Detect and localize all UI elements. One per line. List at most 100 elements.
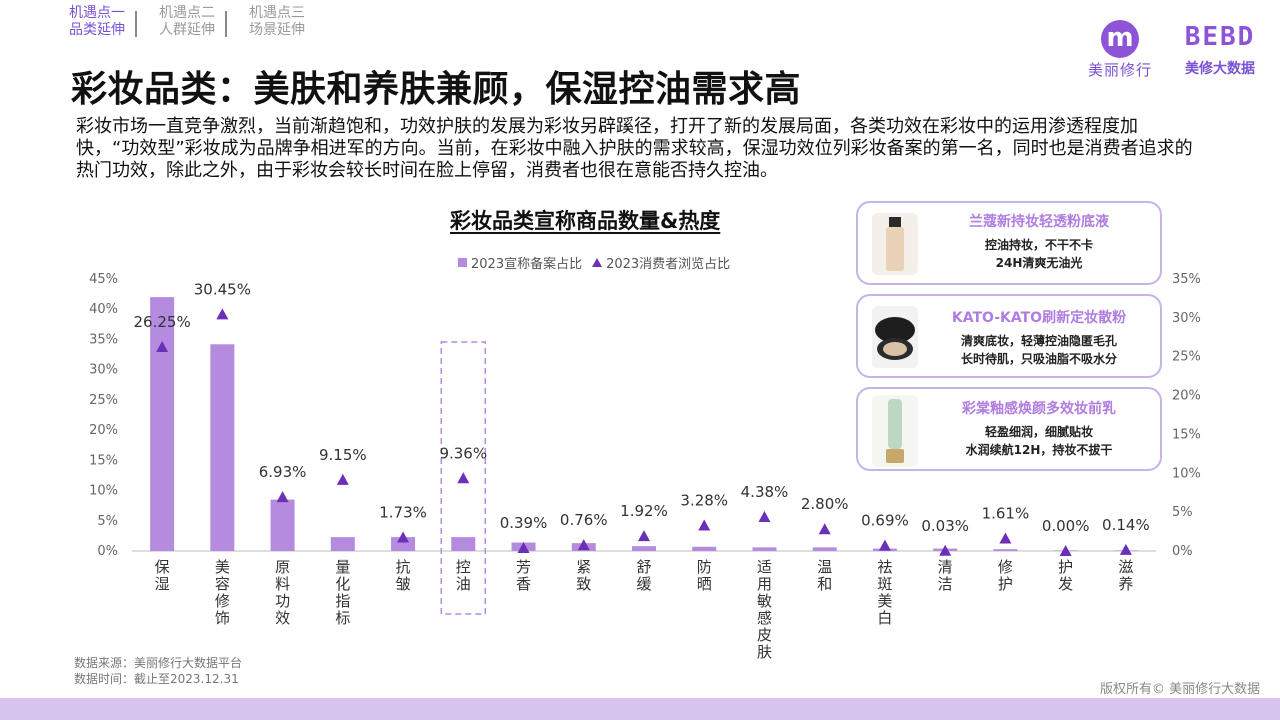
nav-item-scenario[interactable]: 机遇点三 场景延伸 bbox=[249, 5, 327, 39]
marker-triangle bbox=[939, 544, 952, 556]
y-left-tick-label: 15% bbox=[89, 453, 118, 468]
data-label: 26.25% bbox=[134, 313, 191, 331]
bar bbox=[150, 297, 175, 551]
data-label: 0.03% bbox=[921, 517, 969, 535]
marker-triangle bbox=[638, 530, 650, 542]
x-tick-label: 护发 bbox=[1058, 558, 1073, 593]
y-right-tick-label: 5% bbox=[1172, 505, 1193, 520]
bar bbox=[330, 537, 355, 551]
marker-triangle bbox=[517, 541, 530, 553]
nav-divider bbox=[135, 11, 137, 37]
card-line: 水润续航12H，持妆不拔干 bbox=[965, 443, 1113, 457]
card-title: KATO-KATO刷新定妆散粉 bbox=[951, 310, 1127, 326]
marker-triangle bbox=[156, 341, 169, 352]
bar bbox=[632, 546, 656, 551]
copyright: 版权所有© 美丽修行大数据 bbox=[1100, 682, 1261, 697]
y-left-tick-label: 45% bbox=[89, 272, 118, 287]
bar bbox=[270, 499, 295, 551]
marker-triangle bbox=[758, 510, 771, 522]
y-right-tick-label: 20% bbox=[1172, 389, 1201, 404]
marker-triangle bbox=[336, 473, 349, 485]
x-tick-label: 原料功效 bbox=[275, 558, 290, 627]
x-tick-label: 芳香 bbox=[516, 558, 531, 593]
marker-triangle bbox=[216, 308, 229, 320]
marker-triangle bbox=[698, 519, 711, 531]
y-right-tick-label: 30% bbox=[1172, 311, 1201, 326]
legend-label-marker: 2023消费者浏览占比 bbox=[606, 257, 731, 272]
card-line: 轻盈细润，细腻贴妆 bbox=[984, 425, 1093, 439]
x-tick-label: 紧致 bbox=[576, 558, 591, 593]
y-left-tick-label: 35% bbox=[89, 332, 118, 347]
meili-logo-icon: m bbox=[1101, 20, 1139, 58]
page-title: 彩妆品类：美肤和养肤兼顾，保湿控油需求高 bbox=[71, 69, 802, 110]
card-title: 兰蔻新持妆轻透粉底液 bbox=[969, 214, 1109, 230]
card-line: 长时待肌，只吸油脂不吸水分 bbox=[960, 352, 1117, 366]
nav-item-category[interactable]: 机遇点一 品类延伸 bbox=[69, 5, 147, 39]
y-left-tick-label: 25% bbox=[89, 393, 118, 408]
product-card-caitang: 彩棠釉感焕颜多效妆前乳 轻盈细润，细腻贴妆 水润续航12H，持妆不拔干 bbox=[856, 387, 1162, 471]
bar bbox=[451, 537, 476, 551]
y-right-tick-label: 0% bbox=[1172, 544, 1193, 559]
data-label: 9.15% bbox=[319, 446, 367, 464]
nav-divider bbox=[225, 11, 227, 37]
product-card-katokato: KATO-KATO刷新定妆散粉 清爽底妆，轻薄控油隐匿毛孔 长时待肌，只吸油脂不… bbox=[856, 294, 1162, 378]
y-left-tick-label: 10% bbox=[89, 484, 118, 499]
data-source-line: 数据来源：美丽修行大数据平台 bbox=[74, 656, 243, 670]
x-tick-label: 祛斑美白 bbox=[877, 558, 892, 627]
y-right-tick-label: 25% bbox=[1172, 350, 1201, 365]
x-tick-label: 防晒 bbox=[697, 558, 712, 593]
meili-logo-name: 美丽修行 bbox=[1087, 61, 1152, 79]
data-label: 1.92% bbox=[620, 502, 668, 520]
powder-compact-icon bbox=[872, 306, 918, 368]
section-nav: 机遇点一 品类延伸 机遇点二 人群延伸 机遇点三 场景延伸 bbox=[69, 5, 327, 39]
legend-bar-swatch bbox=[458, 258, 467, 267]
x-tick-label: 修护 bbox=[998, 558, 1013, 593]
marker-triangle bbox=[577, 539, 590, 551]
x-tick-label: 控油 bbox=[456, 558, 471, 593]
y-right-tick-label: 35% bbox=[1172, 272, 1201, 287]
card-line: 清爽底妆，轻薄控油隐匿毛孔 bbox=[960, 334, 1117, 348]
x-tick-label: 舒缓 bbox=[636, 558, 651, 593]
bar bbox=[812, 547, 837, 551]
bebd-logo: BEBD 美修大数据 bbox=[1170, 20, 1270, 78]
marker-triangle bbox=[397, 531, 410, 543]
nav-item-label: 机遇点二 bbox=[159, 5, 215, 21]
nav-item-sublabel: 品类延伸 bbox=[69, 22, 125, 38]
x-tick-label: 清洁 bbox=[938, 558, 953, 593]
bar bbox=[692, 546, 717, 551]
bar bbox=[993, 549, 1018, 551]
y-left-tick-label: 0% bbox=[97, 544, 118, 559]
card-title: 彩棠釉感焕颜多效妆前乳 bbox=[962, 401, 1116, 417]
data-label: 9.36% bbox=[439, 444, 487, 462]
card-line: 24H清爽无油光 bbox=[995, 256, 1083, 270]
x-tick-label: 保湿 bbox=[155, 558, 170, 593]
footer-band bbox=[0, 698, 1280, 720]
primer-tube-icon bbox=[872, 395, 918, 467]
x-tick-label: 美容修饰 bbox=[215, 558, 230, 627]
nav-item-audience[interactable]: 机遇点二 人群延伸 bbox=[159, 5, 237, 39]
card-line: 控油持妆，不干不卡 bbox=[984, 238, 1093, 252]
product-card-lancome: 兰蔻新持妆轻透粉底液 控油持妆，不干不卡 24H清爽无油光 bbox=[856, 201, 1162, 285]
data-label: 1.73% bbox=[379, 504, 427, 522]
nav-item-label: 机遇点三 bbox=[249, 5, 305, 21]
y-left-tick-label: 40% bbox=[89, 302, 118, 317]
nav-item-sublabel: 场景延伸 bbox=[249, 22, 305, 38]
marker-triangle bbox=[276, 491, 289, 503]
marker-triangle bbox=[818, 523, 831, 535]
bar bbox=[391, 537, 416, 551]
data-label: 6.93% bbox=[259, 463, 307, 481]
bar bbox=[210, 344, 235, 551]
data-label: 0.39% bbox=[500, 514, 548, 532]
meili-logo: m 美丽修行 bbox=[1083, 20, 1157, 80]
x-tick-label: 抗皱 bbox=[396, 558, 411, 593]
x-tick-label: 量化指标 bbox=[335, 558, 350, 627]
y-right-tick-label: 15% bbox=[1172, 427, 1201, 442]
marker-triangle bbox=[878, 539, 891, 551]
data-label: 4.38% bbox=[741, 483, 789, 501]
data-label: 1.61% bbox=[982, 504, 1030, 522]
bar-chart: 0% 5% 10% 15% 20% 25% 30% 35% 40% 45% 0% 5% 10% 15% 20… bbox=[89, 272, 1201, 661]
highlight-box bbox=[440, 341, 487, 615]
marker-triangle bbox=[999, 532, 1012, 544]
bebd-logo-name: 美修大数据 bbox=[1185, 61, 1255, 77]
y-right-tick-label: 10% bbox=[1172, 466, 1201, 481]
